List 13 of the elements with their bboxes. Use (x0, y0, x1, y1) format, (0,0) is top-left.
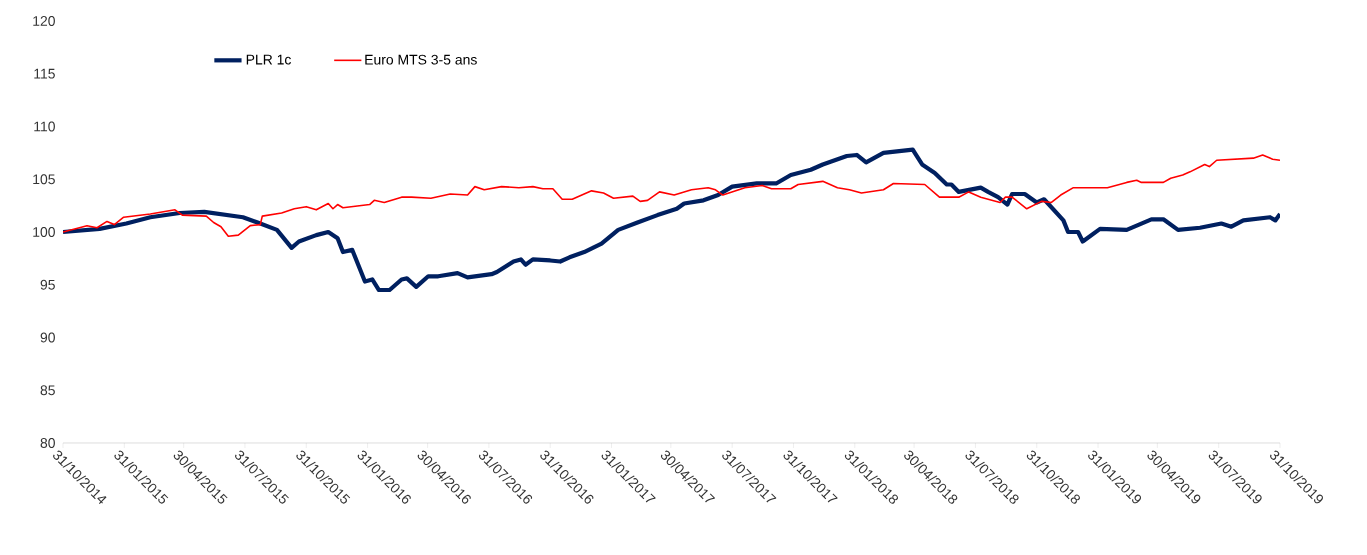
legend-label: PLR 1c (246, 54, 291, 65)
y-tick-label: 95 (40, 279, 55, 290)
legend-label: Euro MTS 3-5 ans (365, 54, 477, 65)
y-tick-label: 120 (33, 16, 55, 26)
line-series (63, 147, 1280, 293)
y-tick-label: 80 (40, 438, 55, 448)
line-series (63, 154, 1280, 237)
y-tick-label: 105 (33, 174, 55, 185)
y-tick-label: 115 (34, 68, 55, 79)
y-tick-label: 100 (33, 227, 55, 237)
y-tick-label: 90 (40, 332, 55, 343)
y-tick-label: 110 (34, 121, 55, 132)
y-tick-label: 85 (40, 385, 55, 396)
